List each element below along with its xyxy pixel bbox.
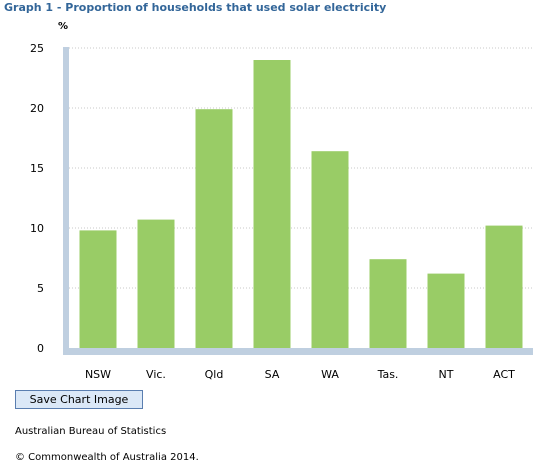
y-axis-bar — [63, 47, 69, 355]
chart-title: Graph 1 - Proportion of households that … — [4, 1, 387, 14]
source-note: Australian Bureau of Statistics — [15, 426, 167, 437]
bar-chart: 0 5 10 15 20 25 NSW Vic. Qld SA WA Tas. NT ACT — [30, 42, 533, 380]
bar-qld — [195, 109, 233, 348]
x-tick-label: ACT — [493, 368, 515, 380]
bar-sa — [253, 60, 291, 348]
y-tick-label: 15 — [30, 162, 44, 175]
save-chart-image-button[interactable]: Save Chart Image — [15, 390, 143, 409]
x-tick-label: WA — [321, 368, 339, 380]
x-ticks: NSW Vic. Qld SA WA Tas. NT ACT — [85, 368, 515, 380]
x-tick-label: Vic. — [146, 368, 166, 380]
x-tick-label: NT — [439, 368, 454, 380]
bar-tas — [369, 259, 407, 348]
gridlines — [69, 47, 533, 289]
y-ticks: 0 5 10 15 20 25 — [30, 42, 44, 355]
y-tick-label: 0 — [37, 342, 44, 355]
bar-act — [485, 225, 523, 348]
copyright-note: © Commonwealth of Australia 2014. — [15, 452, 199, 463]
y-tick-label: 10 — [30, 222, 44, 235]
y-tick-label: 25 — [30, 42, 44, 55]
bar-wa — [311, 151, 349, 348]
bars — [79, 60, 523, 348]
bar-vic — [137, 219, 175, 348]
y-axis-label: % — [58, 21, 69, 32]
x-tick-label: Qld — [205, 368, 224, 380]
x-axis-bar — [63, 348, 533, 355]
x-tick-label: Tas. — [377, 368, 399, 380]
x-tick-label: NSW — [85, 368, 111, 380]
y-tick-label: 20 — [30, 102, 44, 115]
bar-nsw — [79, 230, 117, 348]
x-tick-label: SA — [265, 368, 280, 380]
bar-nt — [427, 273, 465, 348]
y-tick-label: 5 — [37, 282, 44, 295]
